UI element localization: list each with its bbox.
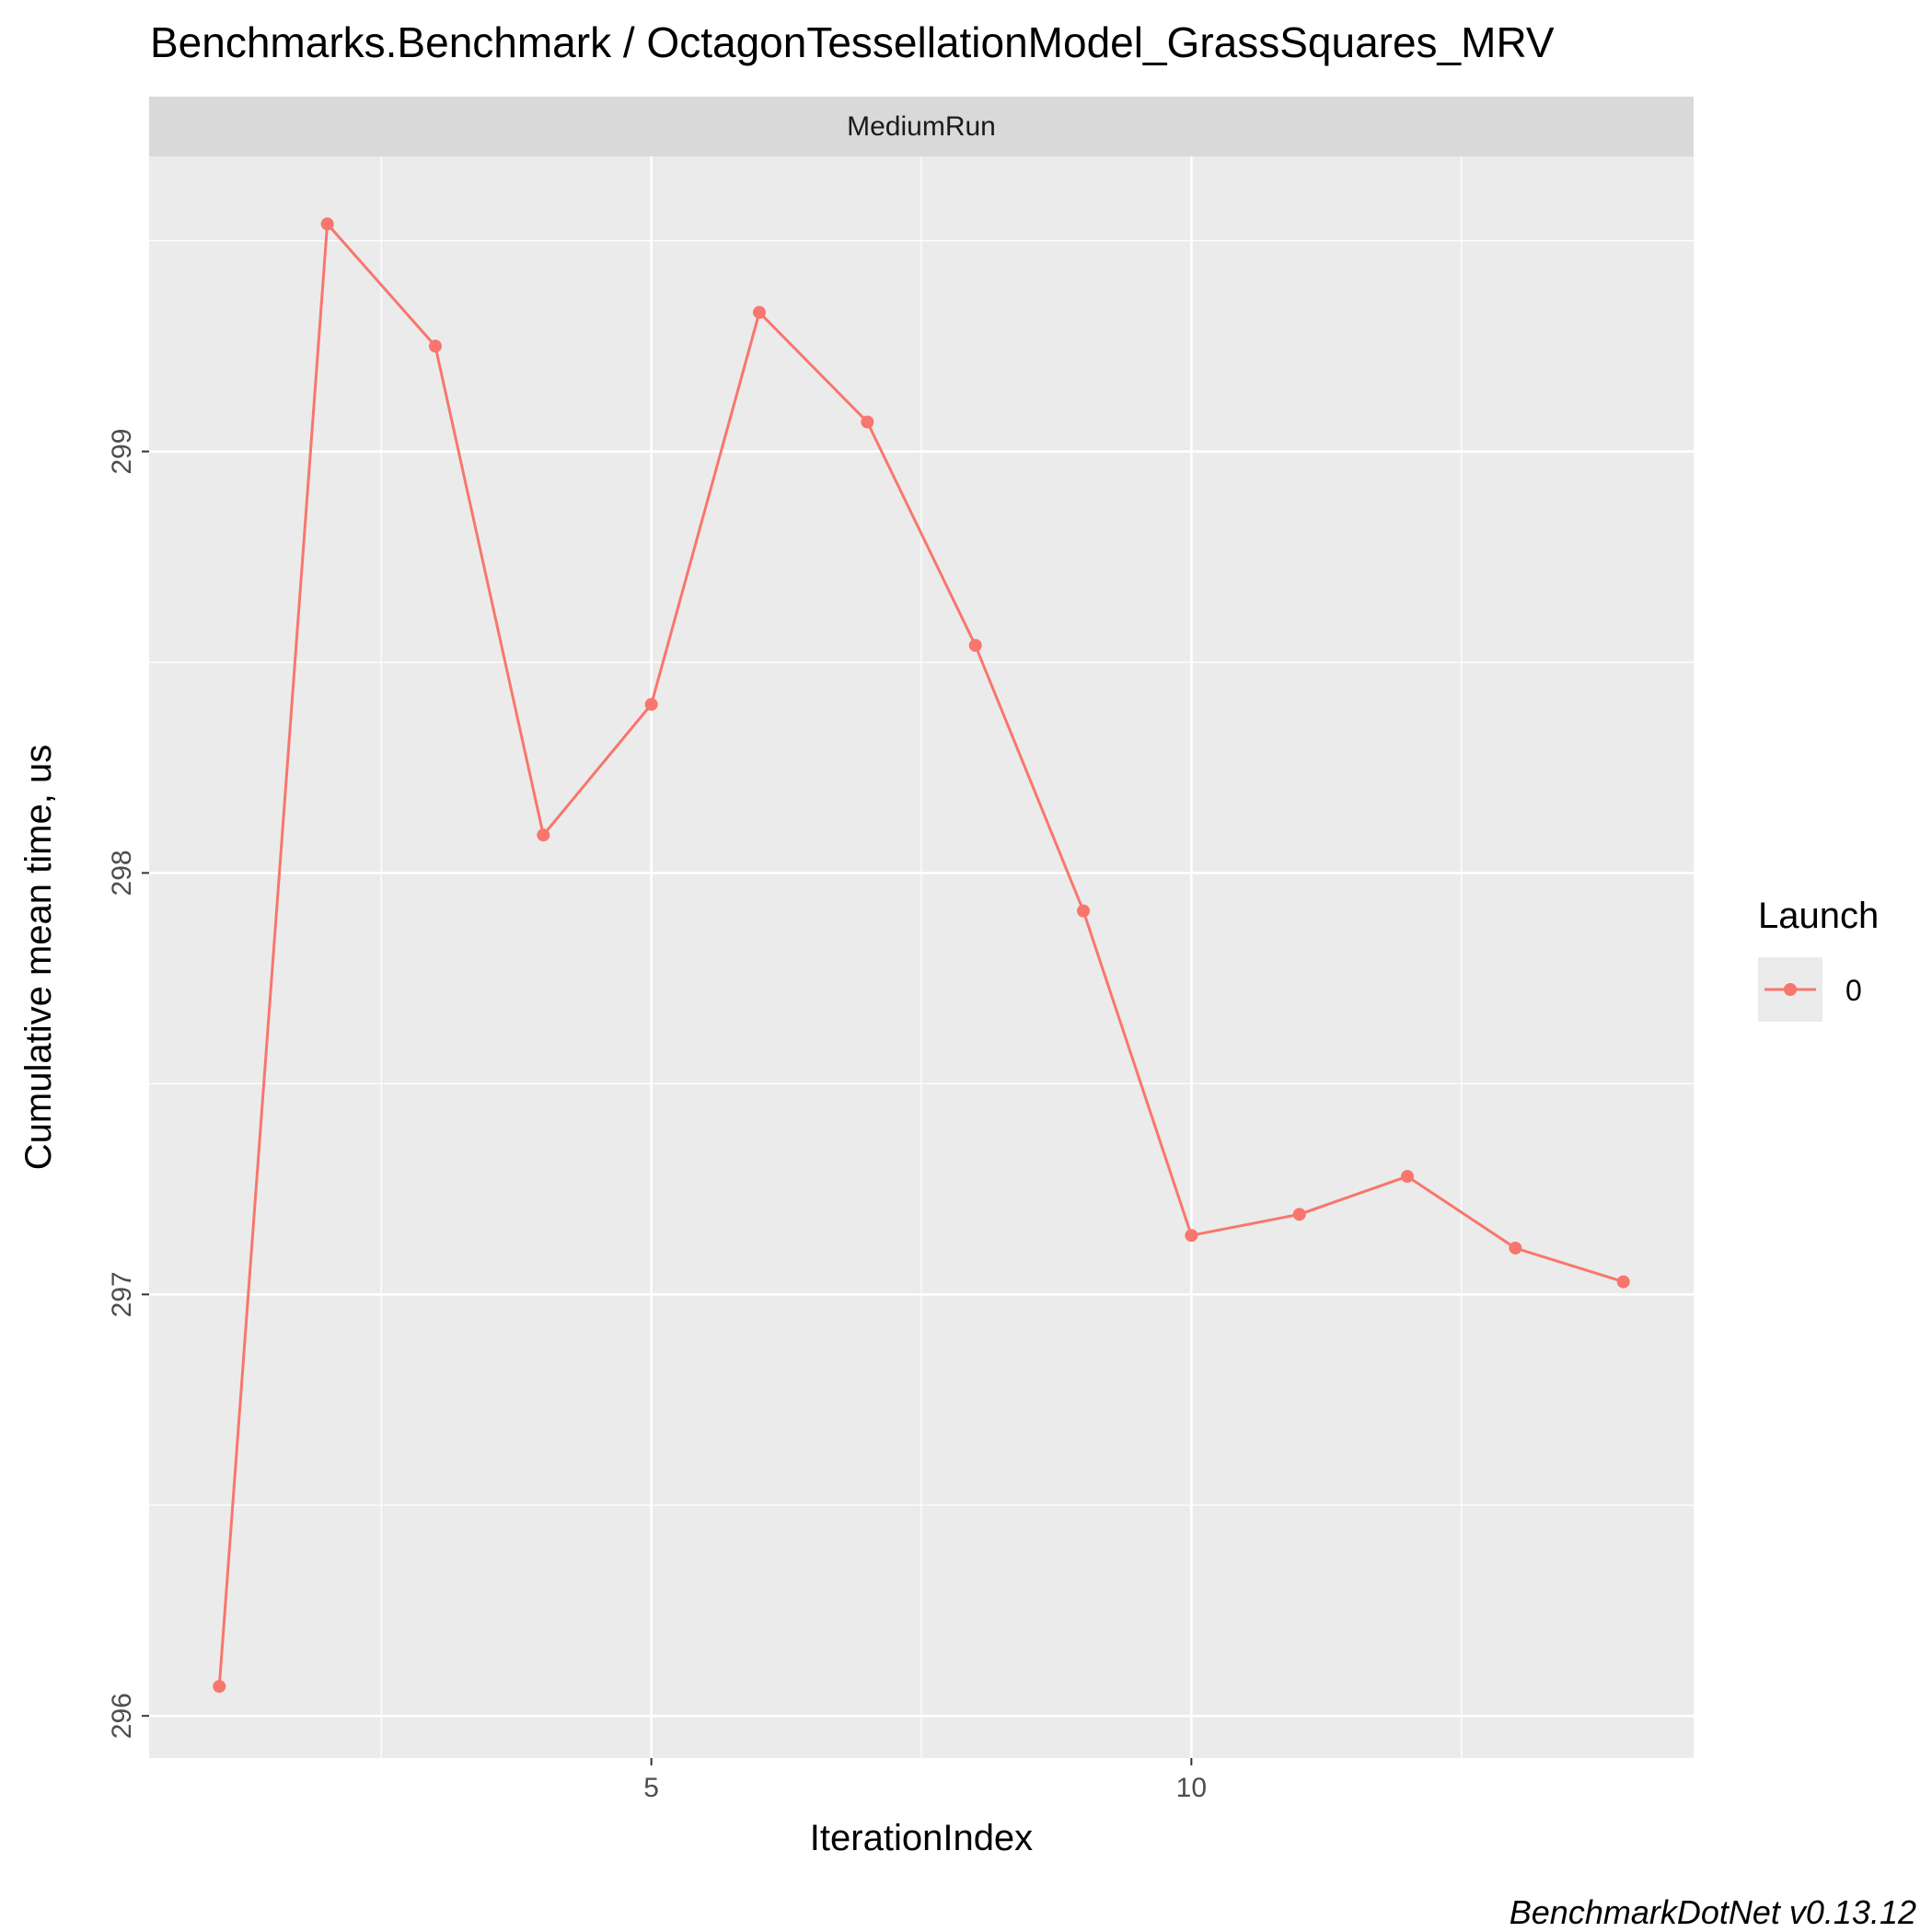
x-tick-label: 10 [1176, 1773, 1207, 1803]
y-tick-label: 296 [107, 1693, 137, 1739]
legend-title: Launch [1758, 896, 1879, 936]
data-point [428, 340, 442, 353]
data-point [1509, 1241, 1522, 1255]
series-line [217, 222, 1625, 1687]
data-point [968, 639, 982, 653]
data-point [1077, 904, 1091, 918]
legend: Launch 0 [1758, 896, 1879, 1022]
legend-entry-label: 0 [1845, 974, 1862, 1007]
y-axis-label: Cumulative mean time, us [18, 745, 59, 1170]
caption: BenchmarkDotNet v0.13.12 [1510, 1893, 1916, 1931]
data-point [861, 415, 874, 429]
data-point [537, 828, 550, 842]
data-point [1185, 1229, 1198, 1243]
data-point [213, 1680, 226, 1694]
chart-title: Benchmarks.Benchmark / OctagonTessellati… [150, 18, 1555, 66]
legend-key-point [1784, 983, 1797, 996]
series-layer [213, 217, 1630, 1694]
facet-strip [149, 97, 1694, 156]
axis-ticks: 5 10 296 297 298 299 [107, 428, 1207, 1803]
data-point [1292, 1208, 1306, 1221]
data-point [320, 217, 334, 231]
y-tick-label: 298 [107, 850, 137, 896]
major-gridlines [149, 156, 1694, 1758]
facet-label: MediumRun [847, 111, 996, 142]
minor-gridlines [149, 156, 1694, 1758]
data-point [1616, 1275, 1630, 1289]
y-tick-label: 297 [107, 1271, 137, 1317]
y-tick-label: 299 [107, 428, 137, 474]
x-axis-label: IterationIndex [810, 1818, 1033, 1858]
data-point [644, 698, 658, 711]
x-tick-label: 5 [643, 1773, 659, 1803]
data-point [752, 306, 766, 319]
data-point [1401, 1170, 1415, 1184]
